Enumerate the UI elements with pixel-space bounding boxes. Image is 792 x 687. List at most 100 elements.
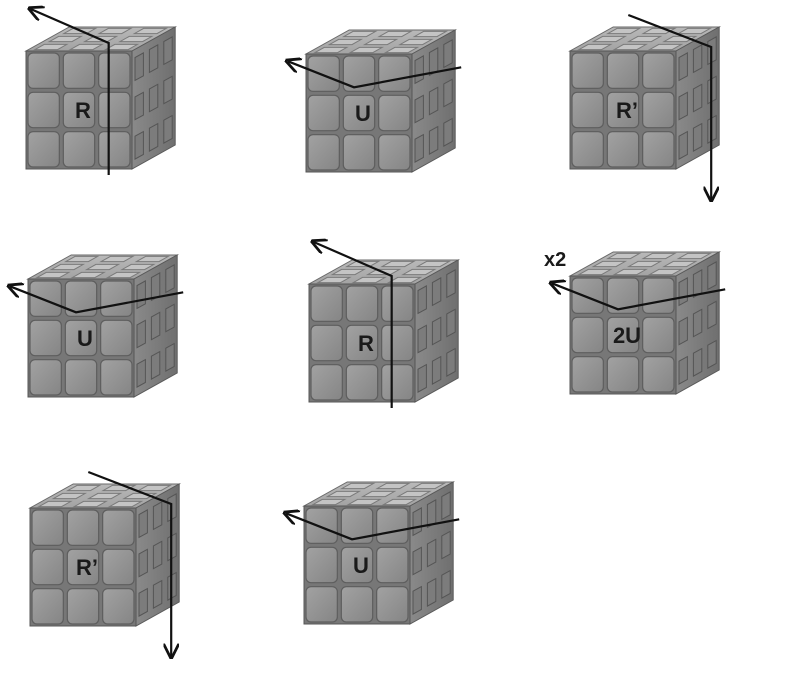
front-cubelet (64, 359, 98, 396)
side-cubelet (441, 569, 451, 599)
front-cubelet (66, 509, 100, 546)
cube-8: U (286, 481, 460, 625)
top-cubelet (662, 260, 698, 268)
side-cubelet (431, 316, 442, 346)
front-cubelet (66, 548, 100, 586)
front-cubelet (345, 364, 379, 401)
front-cubelet (98, 131, 131, 168)
top-cubelet (626, 260, 663, 268)
top-cubelet (360, 490, 397, 498)
front-cubelet (305, 586, 338, 623)
side-cubelet (150, 350, 161, 380)
top-cubelet (49, 263, 86, 271)
turn-left-arrow (552, 283, 726, 311)
turn-left-arrow (286, 513, 460, 541)
front-cubelet (340, 586, 374, 623)
top-cubelet (351, 276, 388, 284)
turn-left-arrow (10, 286, 184, 314)
side-cubelet (431, 355, 442, 385)
side-cubelet (134, 130, 144, 160)
side-cubelet (428, 125, 439, 155)
front-cubelet (642, 316, 675, 354)
side-cubelet (138, 587, 148, 617)
front-cubelet (31, 509, 64, 546)
front-cubelet (340, 507, 374, 544)
top-cubelet (65, 484, 102, 492)
front-cubelet (98, 91, 131, 129)
top-cubelet (348, 46, 385, 54)
move-label: R (75, 98, 91, 123)
side-cubelet (426, 538, 437, 568)
front-cubelet (102, 548, 135, 586)
side-cubelet (678, 316, 688, 346)
front-cubelet (606, 277, 640, 314)
front-cubelet (31, 588, 64, 625)
move-label: R’ (76, 555, 98, 580)
side-cubelet (412, 507, 422, 537)
top-cubelet (605, 27, 642, 35)
side-cubelet (443, 78, 453, 108)
front-cubelet (342, 55, 376, 92)
front-cubelet (307, 55, 340, 92)
front-cubelet (27, 131, 60, 168)
top-cubelet (37, 500, 73, 508)
front-cubelet (378, 134, 411, 171)
side-cubelet (148, 44, 159, 74)
front-cubelet (381, 324, 414, 362)
side-cubelet (165, 342, 175, 372)
top-cubelet (311, 498, 347, 506)
top-cubelet (641, 252, 677, 260)
move-label: U (77, 326, 93, 351)
front-cubelet (100, 319, 133, 357)
side-cubelet (136, 319, 146, 349)
front-cubelet (571, 131, 604, 168)
top-cubelet (383, 46, 420, 54)
top-cubelet (86, 492, 123, 500)
side-cubelet (707, 261, 717, 291)
top-cubelet (412, 30, 449, 38)
front-cubelet (64, 319, 98, 357)
top-cubelet (47, 35, 84, 43)
front-cubelet (27, 52, 60, 89)
front-cubelet (606, 316, 640, 354)
side-cubelet (678, 277, 688, 307)
cube-4: U (10, 254, 184, 398)
top-cubelet (362, 38, 399, 46)
cube-1: R (24, 9, 178, 175)
front-cubelet (381, 364, 414, 401)
front-cubelet (102, 509, 135, 546)
side-cubelet (152, 501, 163, 531)
top-cubelet (401, 268, 437, 276)
top-cubelet (136, 484, 173, 492)
side-cubelet (441, 530, 451, 560)
top-cubelet (33, 43, 69, 51)
side-cubelet (707, 300, 717, 330)
top-cubelet (647, 268, 684, 276)
top-cubelet (316, 276, 352, 284)
side-cubelet (443, 117, 453, 147)
front-cubelet (381, 285, 414, 322)
front-cubelet (642, 131, 675, 168)
top-cubelet (591, 35, 628, 43)
top-cubelet (325, 490, 362, 498)
top-cubelet (107, 500, 144, 508)
move-label: U (353, 553, 369, 578)
side-cubelet (163, 36, 173, 66)
front-cubelet (340, 546, 374, 584)
top-cubelet (381, 498, 418, 506)
top-cubelet (51, 492, 88, 500)
top-cubelet (410, 482, 447, 490)
front-cubelet (100, 359, 133, 396)
side-cubelet (165, 303, 175, 333)
side-cubelet (414, 55, 424, 85)
front-cubelet (342, 134, 376, 171)
side-cubelet (417, 285, 427, 315)
side-cubelet (417, 324, 427, 354)
front-cubelet (62, 131, 96, 168)
front-cubelet (62, 52, 96, 89)
side-cubelet (165, 264, 175, 294)
top-cubelet (647, 43, 684, 51)
front-cubelet (100, 280, 133, 317)
top-cubelet (327, 38, 364, 46)
top-cubelet (415, 260, 452, 268)
